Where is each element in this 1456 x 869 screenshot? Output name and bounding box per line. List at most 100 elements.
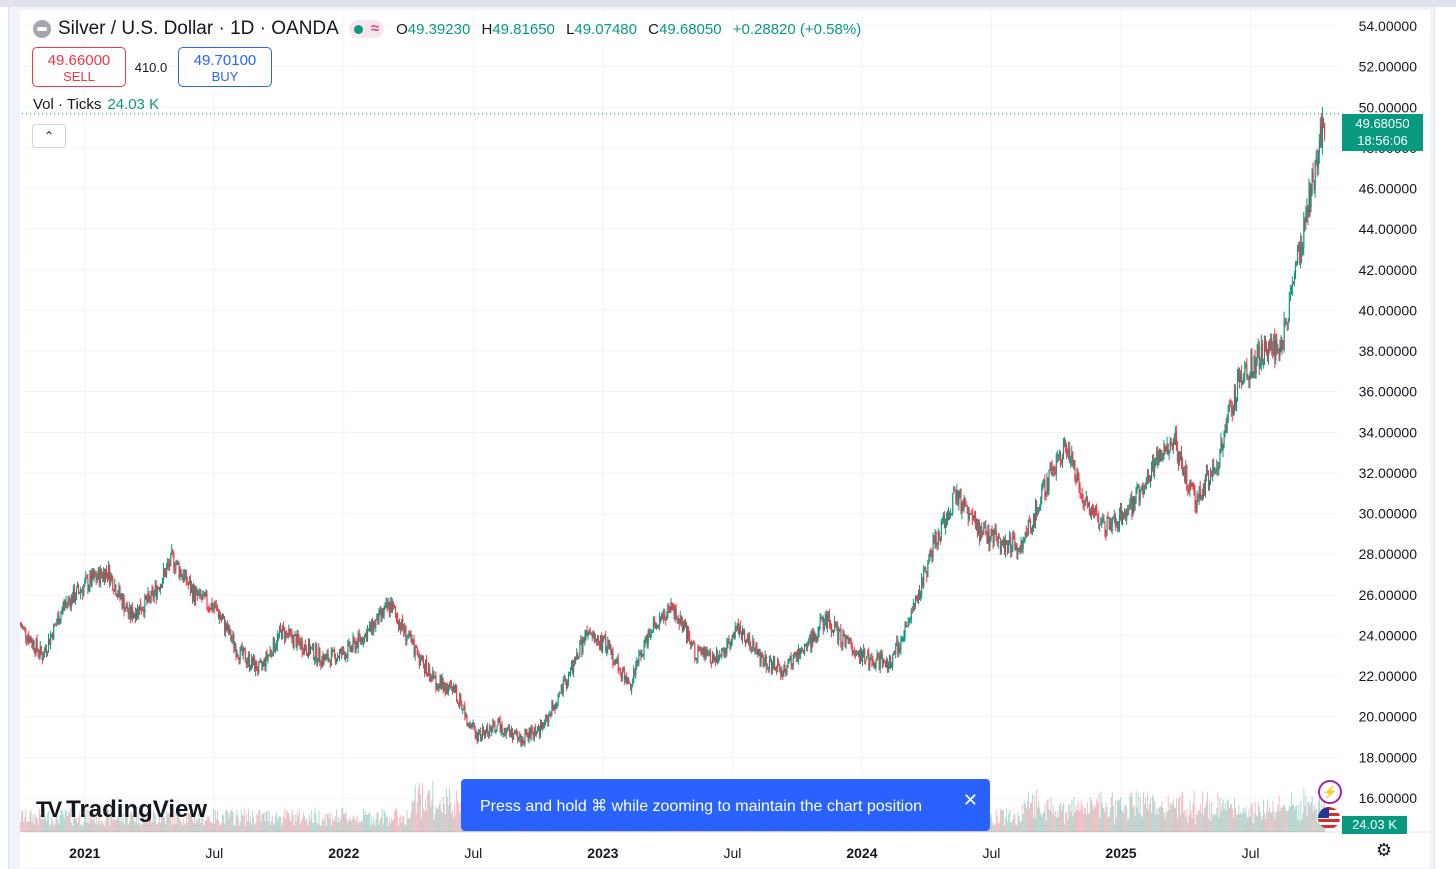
volume-bar — [304, 820, 306, 832]
candle-body — [548, 715, 550, 723]
tradingview-logo[interactable]: TV TradingView — [36, 796, 207, 824]
candle-body — [227, 625, 229, 631]
volume-bar — [28, 821, 30, 832]
volume-legend[interactable]: Vol · Ticks 24.03 K — [33, 96, 159, 113]
candle-body — [627, 678, 629, 682]
volume-bar — [1061, 809, 1063, 832]
volume-bar — [268, 811, 270, 832]
candle-body — [208, 607, 210, 610]
price-chart[interactable]: 54.0000052.0000050.0000048.0000046.00000… — [20, 10, 1430, 868]
buy-button[interactable]: 49.70100 BUY — [178, 47, 272, 87]
volume-bar — [1003, 810, 1005, 832]
sell-button[interactable]: 49.66000 SELL — [32, 47, 126, 87]
candle-body — [238, 658, 240, 661]
candle-body — [766, 667, 768, 669]
volume-bar — [1173, 807, 1175, 832]
volume-bar — [260, 821, 262, 832]
candle-body — [186, 582, 188, 584]
symbol-title[interactable]: Silver / U.S. Dollar · 1D · OANDA — [58, 18, 339, 39]
candle-body — [1035, 501, 1037, 522]
candle-body — [727, 638, 729, 644]
volume-bar — [1104, 812, 1106, 832]
candle-body — [911, 610, 913, 612]
tradingview-mark-icon: TV — [36, 797, 62, 822]
candle-body — [696, 659, 698, 661]
volume-bar — [311, 810, 313, 832]
candle-body — [767, 667, 769, 669]
candle-body — [1074, 460, 1076, 479]
candle-body — [1094, 510, 1096, 512]
volume-bar — [57, 819, 59, 832]
volume-bar — [98, 808, 100, 832]
candle-body — [60, 613, 62, 621]
candle-body — [176, 560, 178, 565]
candle-body — [967, 509, 969, 520]
chart-pane[interactable]: 54.0000052.0000050.0000048.0000046.00000… — [20, 10, 1430, 868]
volume-bar — [432, 780, 434, 832]
candle-body — [1040, 498, 1042, 507]
candle-body — [76, 587, 78, 598]
candle-body — [1004, 540, 1006, 552]
price-tick-label: 34.00000 — [1359, 424, 1418, 440]
candle-body — [443, 682, 445, 692]
candle-body — [939, 536, 941, 540]
volume-bar — [428, 789, 430, 832]
candle-body — [849, 638, 851, 642]
candle-body — [751, 647, 753, 649]
volume-bar — [379, 819, 381, 832]
candle-body — [776, 670, 778, 672]
volume-bar — [1202, 814, 1204, 832]
volume-bar — [47, 813, 49, 832]
us-flag-event-icon[interactable] — [1318, 807, 1340, 829]
volume-bar — [40, 819, 42, 832]
volume-bar — [1119, 800, 1121, 832]
candle-body — [71, 595, 73, 603]
volume-bar — [1065, 812, 1067, 832]
candle-body — [594, 638, 596, 641]
volume-bar — [171, 824, 173, 832]
volume-bar — [136, 812, 138, 832]
candle-body — [873, 663, 875, 668]
volume-bar — [135, 821, 137, 832]
volume-bar — [182, 818, 184, 832]
candle-body — [631, 684, 633, 691]
right-watchlist-panel[interactable] — [1434, 7, 1456, 869]
candle-body — [1093, 508, 1095, 511]
left-drawing-toolbar[interactable] — [0, 7, 9, 869]
volume-bar — [94, 823, 96, 832]
collapse-legend-button[interactable]: ⌃ — [32, 124, 66, 148]
volume-bar — [1121, 810, 1123, 832]
candle-body — [376, 613, 378, 621]
gear-icon[interactable]: ⚙ — [1375, 840, 1393, 860]
lightning-event-icon[interactable]: ⚡ — [1318, 780, 1342, 804]
candle-body — [656, 625, 658, 628]
candle-body — [307, 653, 309, 657]
volume-bar — [274, 816, 276, 832]
volume-bar — [366, 814, 368, 832]
volume-bar — [156, 823, 158, 832]
candle-body — [1228, 406, 1230, 412]
candle-body — [1243, 375, 1245, 382]
candle-body — [669, 607, 671, 611]
volume-bar — [342, 808, 344, 832]
volume-bar — [80, 824, 82, 832]
candle-body — [295, 635, 297, 648]
market-status-pill[interactable]: ≈ — [348, 20, 385, 38]
volume-bar — [386, 816, 388, 832]
candle-body — [162, 580, 164, 588]
candle-body — [449, 684, 451, 686]
volume-bar — [1272, 801, 1274, 832]
candle-body — [1171, 443, 1173, 450]
candle-body — [178, 563, 180, 577]
candle-body — [1135, 488, 1137, 503]
candle-body — [924, 566, 926, 569]
candle-body — [348, 641, 350, 645]
volume-bar — [427, 792, 429, 832]
candle-body — [111, 574, 113, 578]
candle-body — [145, 595, 147, 600]
volume-bar — [259, 810, 261, 832]
candle-body — [877, 653, 879, 658]
close-icon[interactable]: ✕ — [962, 790, 978, 810]
volume-bar — [41, 812, 43, 832]
candle-body — [1236, 399, 1238, 405]
